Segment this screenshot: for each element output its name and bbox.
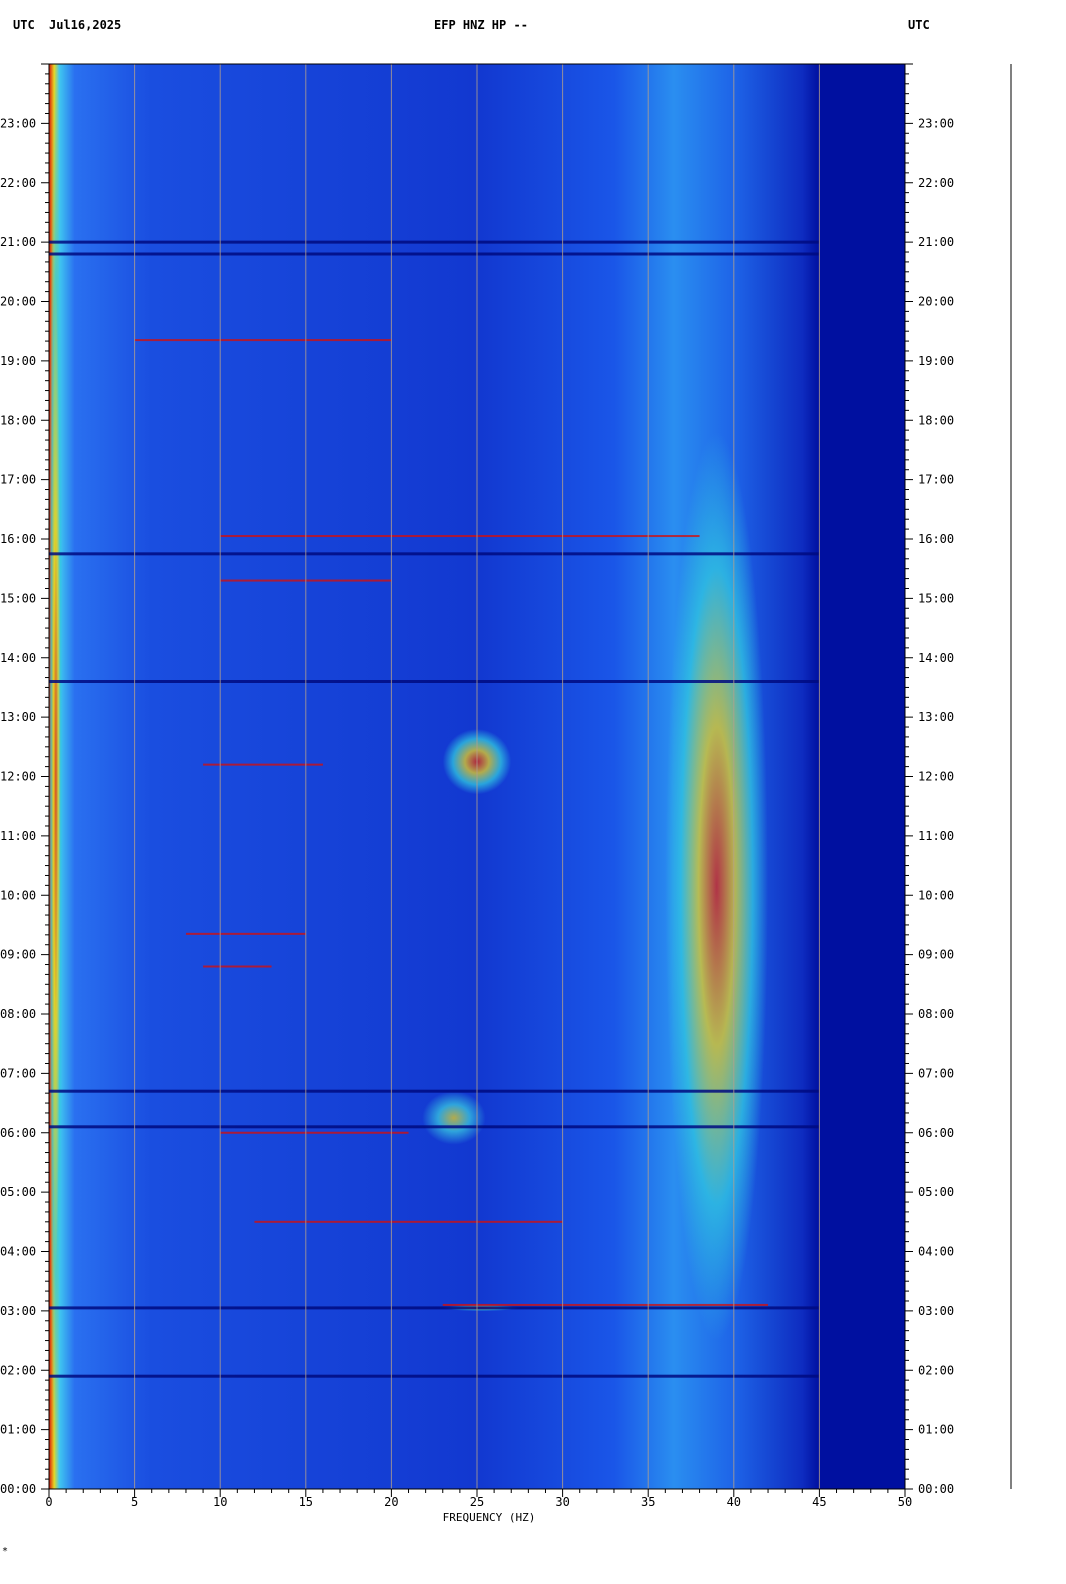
- x-tick-label: 0: [45, 1495, 52, 1509]
- y-tick-label-left: 15:00: [0, 591, 36, 605]
- bright-streak: [185, 932, 306, 935]
- y-tick-label-right: 04:00: [918, 1245, 954, 1259]
- y-tick-label-left: 11:00: [0, 829, 36, 843]
- y-tick-label-left: 19:00: [0, 354, 36, 368]
- energy-region: [422, 1091, 486, 1145]
- y-tick-label-left: 22:00: [0, 176, 36, 190]
- dark-band: [49, 240, 820, 244]
- x-axis-title: FREQUENCY (HZ): [443, 1511, 536, 1524]
- y-tick-label-left: 14:00: [0, 651, 36, 665]
- y-tick-label-right: 10:00: [918, 888, 954, 902]
- y-tick-label-right: 22:00: [918, 176, 954, 190]
- y-tick-label-left: 06:00: [0, 1126, 36, 1140]
- y-tick-label-right: 21:00: [918, 235, 954, 249]
- y-tick-label-left: 20:00: [0, 295, 36, 309]
- y-tick-label-left: 09:00: [0, 948, 36, 962]
- y-tick-label-left: 02:00: [0, 1363, 36, 1377]
- y-tick-label-left: 00:00: [0, 1482, 36, 1496]
- bright-streak: [254, 1220, 563, 1223]
- dark-band: [49, 1306, 820, 1310]
- y-tick-label-left: 23:00: [0, 116, 36, 130]
- y-tick-label-right: 02:00: [918, 1363, 954, 1377]
- y-tick-label-right: 15:00: [918, 591, 954, 605]
- y-tick-label-right: 13:00: [918, 710, 954, 724]
- date-label: Jul16,2025: [49, 18, 122, 32]
- y-tick-label-right: 07:00: [918, 1066, 954, 1080]
- y-tick-label-left: 21:00: [0, 235, 36, 249]
- y-tick-label-right: 17:00: [918, 473, 954, 487]
- x-tick-label: 5: [131, 1495, 138, 1509]
- dark-band: [49, 1089, 820, 1093]
- bright-streak: [134, 339, 392, 342]
- bright-streak: [220, 1131, 409, 1134]
- energy-region: [665, 432, 769, 1341]
- x-tick-label: 15: [299, 1495, 313, 1509]
- timezone-label-right: UTC: [908, 18, 930, 32]
- y-tick-label-left: 12:00: [0, 770, 36, 784]
- y-tick-label-left: 05:00: [0, 1185, 36, 1199]
- dark-band: [49, 1125, 820, 1129]
- y-tick-label-left: 03:00: [0, 1304, 36, 1318]
- y-tick-label-right: 00:00: [918, 1482, 954, 1496]
- y-tick-label-right: 14:00: [918, 651, 954, 665]
- y-tick-label-right: 12:00: [918, 770, 954, 784]
- y-tick-label-right: 11:00: [918, 829, 954, 843]
- y-tick-label-right: 16:00: [918, 532, 954, 546]
- x-tick-label: 25: [470, 1495, 484, 1509]
- x-tick-label: 30: [555, 1495, 569, 1509]
- y-tick-label-right: 03:00: [918, 1304, 954, 1318]
- x-tick-label: 45: [812, 1495, 826, 1509]
- y-tick-label-right: 01:00: [918, 1423, 954, 1437]
- y-tick-label-right: 18:00: [918, 413, 954, 427]
- bright-streak: [220, 535, 700, 538]
- station-title: EFP HNZ HP --: [434, 18, 528, 32]
- y-tick-label-right: 09:00: [918, 948, 954, 962]
- y-tick-label-left: 17:00: [0, 473, 36, 487]
- dark-band: [49, 252, 820, 256]
- x-tick-label: 50: [898, 1495, 912, 1509]
- bright-streak: [442, 1303, 769, 1306]
- y-tick-label-left: 18:00: [0, 413, 36, 427]
- footer-mark: *: [2, 1546, 9, 1557]
- y-tick-label-right: 19:00: [918, 354, 954, 368]
- x-tick-label: 35: [641, 1495, 655, 1509]
- y-tick-label-left: 16:00: [0, 532, 36, 546]
- y-tick-label-left: 08:00: [0, 1007, 36, 1021]
- y-tick-label-left: 13:00: [0, 710, 36, 724]
- y-tick-label-left: 10:00: [0, 888, 36, 902]
- dark-band: [49, 1374, 820, 1378]
- bright-streak: [203, 763, 323, 766]
- energy-region: [49, 64, 63, 1489]
- dark-band: [49, 680, 820, 683]
- y-tick-label-right: 20:00: [918, 295, 954, 309]
- y-tick-label-right: 23:00: [918, 116, 954, 130]
- y-tick-label-right: 05:00: [918, 1185, 954, 1199]
- x-tick-label: 20: [384, 1495, 398, 1509]
- y-tick-label-left: 04:00: [0, 1245, 36, 1259]
- bright-streak: [203, 965, 272, 968]
- dark-band: [49, 552, 820, 556]
- y-tick-label-right: 06:00: [918, 1126, 954, 1140]
- energy-region: [819, 64, 905, 1489]
- y-tick-label-right: 08:00: [918, 1007, 954, 1021]
- x-tick-label: 10: [213, 1495, 227, 1509]
- y-tick-label-left: 01:00: [0, 1423, 36, 1437]
- timezone-label-left: UTC: [13, 18, 35, 32]
- y-tick-label-left: 07:00: [0, 1066, 36, 1080]
- x-tick-label: 40: [727, 1495, 741, 1509]
